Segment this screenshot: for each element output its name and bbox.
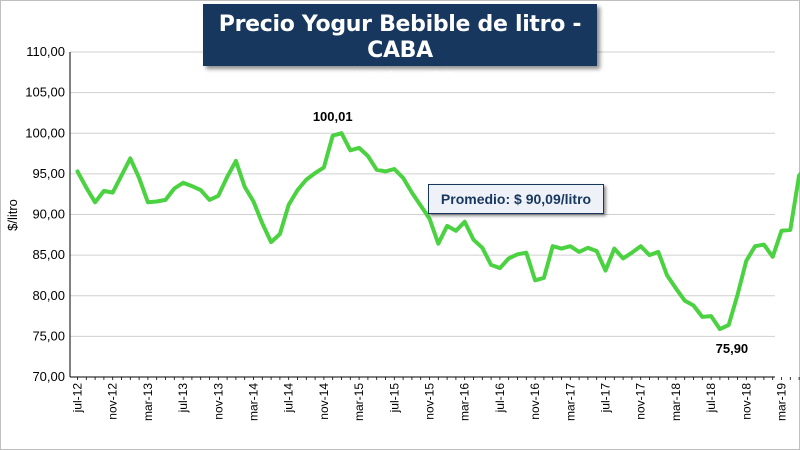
x-tick-label: jul-16	[493, 383, 507, 414]
axes	[69, 52, 800, 380]
x-tick-label: nov-16	[528, 383, 542, 420]
y-tick-label: 80,00	[32, 288, 65, 303]
x-tick-label: mar-19	[775, 383, 789, 421]
y-tick-label: 100,00	[25, 125, 65, 140]
data-label: 100,01	[313, 109, 353, 124]
x-tick-label: mar-15	[352, 383, 366, 421]
title-banner: Precio Yogur Bebible de litro - CABA - a…	[203, 4, 597, 84]
y-tick-label: 110,00	[26, 44, 65, 59]
x-tick-label: mar-13	[141, 383, 155, 421]
x-tick-label: nov-18	[739, 383, 753, 420]
x-tick-label: jul-15	[387, 383, 401, 414]
x-tick-label: nov-13	[211, 383, 225, 420]
y-tick-labels: 70,00 75,00 80,00 85,00 90,00 95,00 100,00 105,…	[25, 44, 65, 384]
x-tick-label: jul-14	[282, 383, 296, 414]
y-tick-label: 105,00	[25, 85, 65, 100]
y-tick-label: 85,00	[32, 247, 65, 262]
x-tick-label: nov-14	[317, 383, 331, 420]
x-tick-label: nov-15	[423, 383, 437, 420]
average-callout: Promedio: $ 90,09/litro	[428, 184, 604, 214]
y-tick-label: 90,00	[32, 207, 65, 222]
series-layer	[75, 131, 800, 332]
x-tick-label: jul-12	[71, 383, 85, 414]
x-tick-label: mar-18	[669, 383, 683, 421]
chart-title: Precio Yogur Bebible de litro - CABA	[218, 12, 582, 63]
grid-lines	[70, 51, 775, 337]
x-tick-label: nov-12	[106, 383, 120, 420]
x-tick-label: jul-17	[599, 383, 613, 414]
chart-subtitle: - ajustado por IPC -	[339, 68, 461, 84]
x-tick-label: mar-16	[458, 383, 472, 421]
x-tick-label: mar-17	[563, 383, 577, 421]
x-tick-label: jul-18	[704, 383, 718, 414]
x-tick-label: jul-13	[176, 383, 190, 414]
y-tick-label: 70,00	[32, 369, 65, 384]
y-tick-label: 95,00	[32, 166, 65, 181]
data-labels: 100,01105,4197,4488,2275,90	[313, 109, 749, 356]
series-line	[75, 131, 800, 332]
y-axis-label: $/litro	[5, 199, 20, 231]
y-tick-label: 75,00	[32, 328, 65, 343]
x-tick-label: mar-14	[247, 383, 261, 421]
x-tick-label: nov-17	[634, 383, 648, 420]
data-label: 75,90	[716, 341, 749, 356]
x-tick-labels: jul-12 nov-12 mar-13 jul-13 nov-13 mar-14 jul-…	[71, 383, 789, 421]
